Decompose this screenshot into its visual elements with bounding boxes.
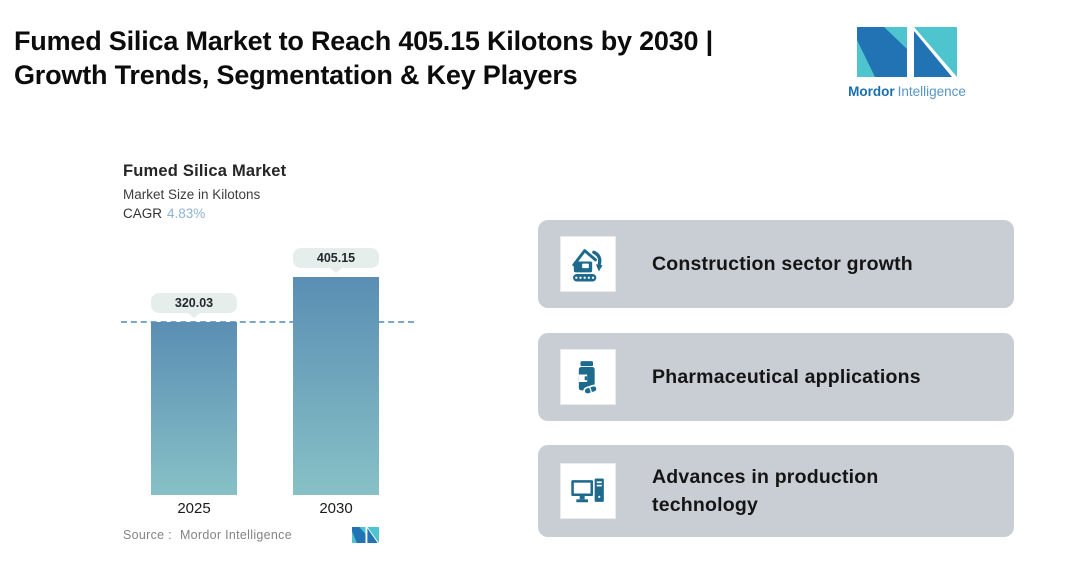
- bar-group-2025: 320.03: [151, 293, 237, 495]
- highlight-card-pharmaceutical: Pharmaceutical applications: [538, 333, 1014, 421]
- chart-cagr: CAGR 4.83%: [123, 206, 286, 221]
- page-title-line2: Growth Trends, Segmentation & Key Player…: [14, 60, 578, 90]
- pill-bottle-icon: [560, 349, 616, 405]
- highlight-label: Construction sector growth: [652, 253, 913, 275]
- bar-rect-2030: [293, 277, 379, 495]
- x-axis-label-2025: 2025: [177, 500, 211, 517]
- page-title: Fumed Silica Market to Reach 405.15 Kilo…: [14, 24, 713, 92]
- excavator-icon: [560, 236, 616, 292]
- cagr-value: 4.83%: [167, 206, 206, 221]
- value-label-pill: 320.03: [151, 293, 237, 318]
- cagr-label: CAGR: [123, 206, 163, 221]
- page-title-line1: Fumed Silica Market to Reach 405.15 Kilo…: [14, 26, 714, 56]
- source-line: Source : Mordor Intelligence: [123, 528, 292, 542]
- brand-name-bold: Mordor: [848, 84, 895, 99]
- value-label-pill: 405.15: [293, 248, 379, 273]
- x-axis-label-2030: 2030: [319, 500, 353, 517]
- source-value: Mordor Intelligence: [179, 528, 292, 542]
- brand-name: Mordor Intelligence: [848, 84, 966, 99]
- bar-rect-2025: [151, 322, 237, 495]
- source-label: Source :: [123, 528, 172, 542]
- highlight-label: Pharmaceutical applications: [652, 366, 921, 388]
- reference-dashed-line: [121, 321, 414, 323]
- brand-name-regular: Intelligence: [897, 84, 966, 99]
- value-label: 405.15: [316, 251, 356, 265]
- chart-subtitle: Market Size in Kilotons: [123, 187, 261, 202]
- mordor-intelligence-mini-logo-icon: [352, 527, 379, 543]
- pill-pointer-icon: [188, 313, 200, 318]
- brand-logo: Mordor Intelligence: [845, 27, 969, 99]
- pill-pointer-icon: [330, 268, 342, 273]
- chart-header: Fumed Silica Market Market Size in Kilot…: [123, 162, 286, 221]
- bar-group-2030: 405.15: [293, 248, 379, 495]
- mordor-intelligence-logo-icon: [857, 27, 957, 77]
- highlight-card-technology: Advances in production technology: [538, 445, 1014, 537]
- bar-chart-plot: 320.03 405.15: [121, 245, 414, 495]
- highlight-card-construction: Construction sector growth: [538, 220, 1014, 308]
- computer-icon: [560, 463, 616, 519]
- value-label: 320.03: [174, 296, 214, 310]
- highlight-label: Advances in production technology: [652, 466, 879, 516]
- chart-title: Fumed Silica Market: [123, 162, 287, 180]
